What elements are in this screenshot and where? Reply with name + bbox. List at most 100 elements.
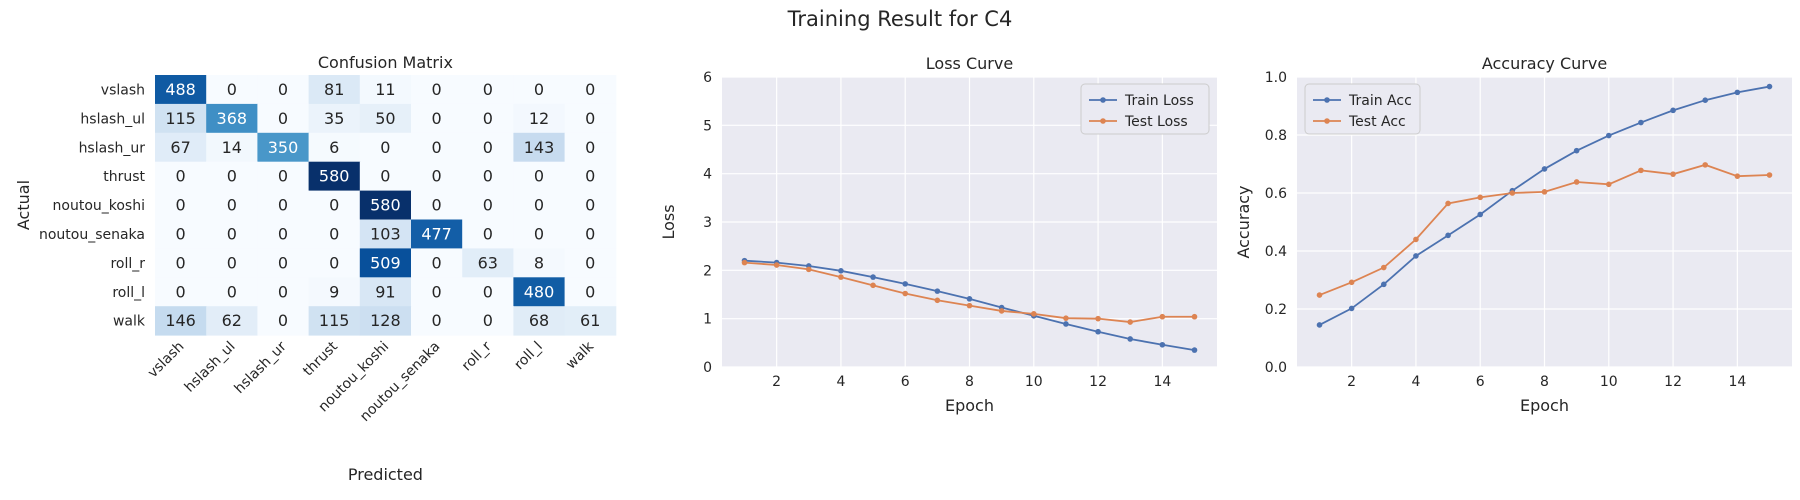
heatmap-col-label: hslash_ur [232,338,290,396]
plot-title: Accuracy Curve [1482,54,1607,73]
heatmap-cell [411,248,463,278]
heatmap-cell [462,103,514,134]
data-point [1348,279,1355,286]
heatmap-cell-label: 0 [278,253,288,272]
heatmap-row-label: roll_r [110,256,145,272]
data-point [838,274,844,280]
heatmap-cell-label: 350 [268,138,299,157]
heatmap-cell-label: 0 [483,167,493,186]
heatmap-cell-label: 0 [534,167,544,186]
data-point [1127,319,1134,325]
x-tick-label: 4 [1411,374,1420,390]
heatmap-cell-label: 50 [375,109,395,128]
data-point [902,290,909,297]
heatmap-cell [257,190,310,220]
heatmap-col-label: vslash [145,339,188,382]
heatmap-cell-label: 0 [278,109,288,128]
heatmap-cell [308,248,361,278]
heatmap-cell-label: 0 [432,80,442,99]
heatmap-title: Confusion Matrix [318,53,453,72]
heatmap-cell-label: 0 [432,167,442,186]
heatmap-cell-label: 0 [585,224,595,243]
y-tick-label: 0.6 [1265,186,1287,202]
heatmap-cell [359,161,412,192]
heatmap-cell [308,277,361,307]
heatmap-row-label: hslash_ul [80,111,145,127]
heatmap-cell [513,161,566,192]
x-tick-label: 4 [836,374,845,390]
data-point [966,302,973,309]
heatmap-cell [359,190,412,220]
heatmap-cell [257,132,310,163]
heatmap-cell-label: 0 [585,196,595,215]
heatmap-cell [359,277,412,307]
data-point [1030,311,1037,317]
heatmap-cell-label: 0 [278,80,288,99]
heatmap-cell [308,132,361,163]
data-point [1670,171,1676,177]
heatmap-cell [359,75,412,105]
heatmap-cell [308,219,361,249]
y-tick-label: 2 [703,263,712,279]
heatmap-cell [513,219,566,249]
heatmap-cell-label: 0 [329,224,339,243]
data-point [1063,315,1069,321]
confusion-matrix-panel: Confusion Matrix 488 0 0 81 11 0 0 0 0 115 368 0 35 50… [14,53,617,484]
heatmap-cell-label: 0 [483,138,493,157]
data-point [902,281,909,287]
heatmap-cell [411,190,463,220]
figure-title: Training Result for C4 [787,7,1013,31]
heatmap-cell [308,75,361,105]
y-tick-label: 4 [703,167,712,183]
heatmap-cell [206,248,258,278]
legend-entry: Test Loss [1124,114,1188,130]
x-tick-label: 2 [772,374,781,390]
heatmap-col-label: walk [563,338,598,373]
data-point [1702,97,1709,103]
heatmap-cell-label: 0 [483,196,493,215]
heatmap-cell [206,132,258,163]
heatmap-cell [359,219,412,249]
data-point [1509,190,1516,196]
heatmap-cell [462,161,514,192]
data-point [1380,264,1387,271]
data-point [1734,173,1741,179]
y-tick-label: 5 [703,118,712,134]
data-point [870,282,876,289]
data-point [1413,253,1419,259]
legend-swatch-marker [1324,97,1330,103]
data-point [1413,236,1419,243]
x-tick-label: 2 [1347,374,1356,390]
heatmap-cell [155,277,207,307]
heatmap-row-label: roll_l [112,285,145,301]
data-point [934,288,941,294]
data-point [1670,107,1676,114]
y-tick-label: 3 [703,215,712,231]
y-axis-label: Loss [659,204,678,239]
heatmap-row-label: walk [113,314,146,330]
heatmap-cell-label: 0 [278,224,288,243]
heatmap-cell-label: 0 [483,109,493,128]
heatmap-cell-label: 580 [370,196,401,215]
heatmap-cell [513,277,566,307]
heatmap-cell [564,103,617,134]
y-tick-label: 0.2 [1265,302,1287,318]
heatmap-cell [155,306,207,336]
heatmap-cell-label: 0 [380,167,390,186]
heatmap-cell [564,75,617,105]
heatmap-cell-label: 509 [370,253,401,272]
heatmap-y-axis-label: Actual [14,180,33,230]
heatmap-cell-label: 0 [432,109,442,128]
heatmap-cell-label: 103 [370,224,401,243]
data-point [1159,341,1166,348]
heatmap-cell-label: 62 [222,311,242,330]
heatmap-cell [462,75,514,105]
data-point [998,308,1005,314]
heatmap-cell-label: 0 [483,80,493,99]
heatmap-cell [411,75,463,105]
heatmap-cell-label: 0 [278,196,288,215]
data-point [1095,328,1101,335]
heatmap-cell-label: 477 [421,224,452,243]
heatmap-cell [257,75,310,105]
x-tick-label: 8 [965,374,974,390]
